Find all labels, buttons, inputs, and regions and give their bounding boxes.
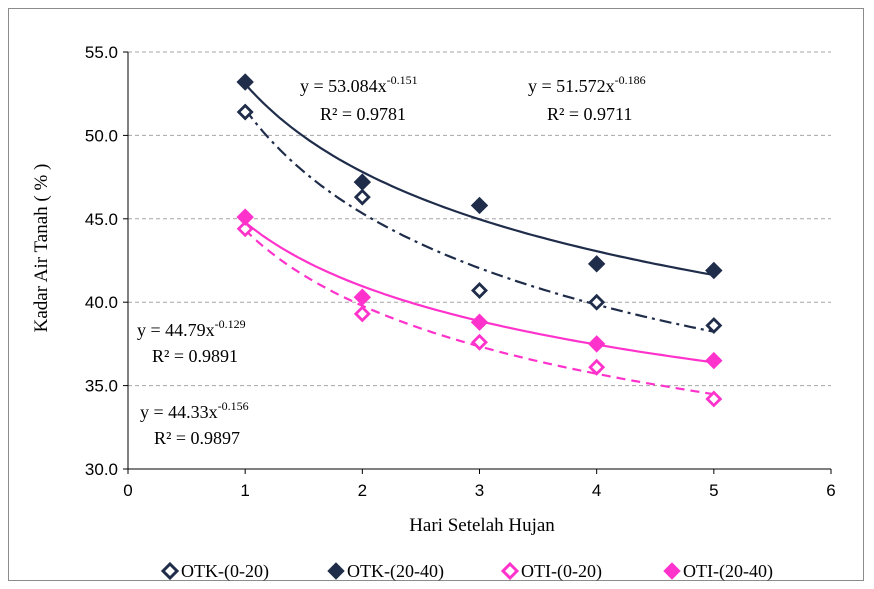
legend-marker-oti-20-40 bbox=[663, 562, 681, 580]
equation-otk-20-40: y = 53.084x-0.151 bbox=[300, 73, 418, 96]
equation-oti-0-20: y = 44.33x-0.156 bbox=[140, 399, 249, 422]
equation-oti-20-40: y = 44.79x-0.129 bbox=[137, 317, 246, 340]
legend: OTK-(0-20) OTK-(20-40) OTI-(0-20) OTI-(2… bbox=[160, 561, 773, 582]
y-axis-title: Kadar Air Tanah ( % ) bbox=[31, 164, 52, 333]
point-oti-0-20-4 bbox=[588, 358, 606, 376]
y-tick-label-30.0: 30.0 bbox=[85, 460, 118, 479]
x-tick-label-1: 1 bbox=[240, 481, 249, 500]
x-tick-label-4: 4 bbox=[592, 481, 601, 500]
legend-label-otk-20-40: OTK-(20-40) bbox=[347, 561, 444, 582]
chart-frame bbox=[8, 8, 864, 581]
point-oti-20-40-2 bbox=[353, 288, 372, 306]
point-oti-20-40-4 bbox=[587, 335, 606, 353]
legend-label-otk-0-20: OTK-(0-20) bbox=[181, 561, 269, 582]
equation-otk-0-20: y = 51.572x-0.186 bbox=[528, 73, 646, 96]
legend-label-oti-20-40: OTI-(20-40) bbox=[683, 561, 773, 582]
x-axis-title: Hari Setelah Hujan bbox=[409, 515, 555, 536]
point-otk-20-40-2 bbox=[353, 173, 372, 191]
legend-marker-otk-20-40 bbox=[327, 562, 345, 580]
legend-label-oti-0-20: OTI-(0-20) bbox=[521, 561, 602, 582]
point-otk-0-20-4 bbox=[588, 293, 606, 311]
point-oti-20-40-5 bbox=[705, 351, 723, 370]
point-otk-20-40-4 bbox=[587, 255, 606, 273]
r2-otk-20-40: R² = 0.9781 bbox=[320, 104, 406, 124]
y-tick-label-55.0: 55.0 bbox=[85, 43, 118, 62]
point-otk-0-20-5 bbox=[705, 317, 723, 335]
axis-layer: 30.0 35.0 40.0 45.0 50.0 55.0 0 1 2 3 4 5 6 bbox=[85, 43, 836, 500]
r2-oti-0-20: R² = 0.9897 bbox=[154, 428, 240, 448]
r2-oti-20-40: R² = 0.9891 bbox=[152, 346, 238, 366]
point-otk-0-20-2 bbox=[353, 188, 371, 206]
point-otk-20-40-1 bbox=[236, 73, 254, 91]
point-otk-0-20-1 bbox=[236, 103, 254, 121]
point-oti-0-20-3 bbox=[471, 333, 488, 351]
point-otk-0-20-3 bbox=[471, 282, 488, 300]
y-tick-label-35.0: 35.0 bbox=[85, 377, 118, 396]
x-tick-label-2: 2 bbox=[358, 481, 367, 500]
x-tick-label-3: 3 bbox=[475, 481, 484, 500]
legend-marker-otk-0-20 bbox=[160, 561, 180, 581]
y-tick-label-45.0: 45.0 bbox=[85, 210, 118, 229]
point-oti-0-20-1 bbox=[236, 220, 254, 238]
legend-marker-oti-0-20 bbox=[500, 561, 520, 581]
trendline-otk-0-20 bbox=[244, 108, 715, 333]
marker-layer bbox=[236, 73, 723, 408]
point-otk-20-40-5 bbox=[705, 261, 723, 280]
trendline-oti-0-20 bbox=[244, 229, 714, 396]
point-oti-0-20-2 bbox=[353, 305, 371, 323]
trendline-otk-20-40 bbox=[244, 83, 715, 277]
x-tick-label-6: 6 bbox=[826, 481, 835, 500]
point-otk-20-40-3 bbox=[470, 196, 489, 215]
r2-otk-0-20: R² = 0.9711 bbox=[547, 104, 632, 124]
point-oti-0-20-5 bbox=[705, 390, 723, 408]
x-tick-label-0: 0 bbox=[123, 481, 132, 500]
y-tick-label-40.0: 40.0 bbox=[85, 293, 118, 312]
point-oti-20-40-3 bbox=[470, 313, 489, 331]
y-tick-label-50.0: 50.0 bbox=[85, 126, 118, 145]
x-tick-label-5: 5 bbox=[709, 481, 718, 500]
point-oti-20-40-1 bbox=[236, 208, 254, 226]
